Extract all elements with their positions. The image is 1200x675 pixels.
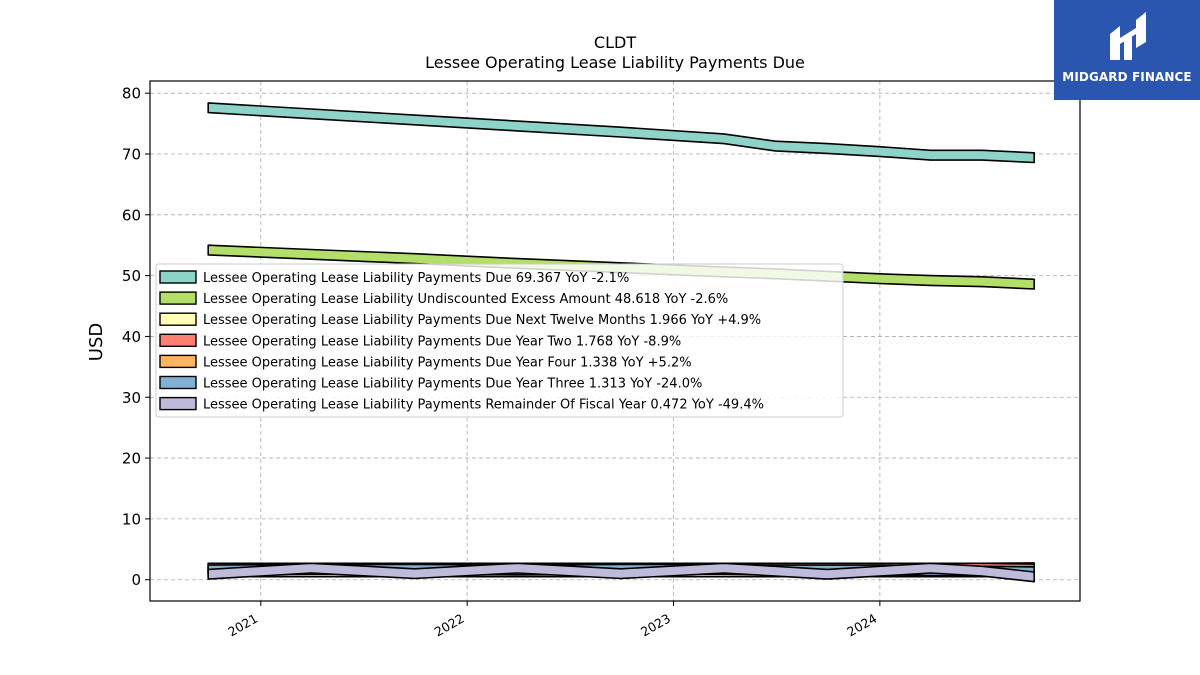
- chart-subtitle: Lessee Operating Lease Liability Payment…: [425, 53, 805, 72]
- logo-mark-icon: [1110, 12, 1146, 60]
- brand-logo: MIDGARD FINANCE: [1054, 0, 1200, 100]
- y-tick-label: 80: [122, 85, 141, 103]
- legend-swatch: [159, 291, 197, 305]
- legend-label: Lessee Operating Lease Liability Payment…: [203, 334, 681, 349]
- plot-frame: [149, 80, 1081, 602]
- y-tick-label: 10: [122, 510, 141, 528]
- legend-swatch: [159, 312, 197, 326]
- legend-label: Lessee Operating Lease Liability Payment…: [203, 398, 764, 413]
- brand-name: MIDGARD FINANCE: [1062, 70, 1192, 84]
- x-tick-label: 2023: [638, 611, 673, 640]
- x-tick-label: 2021: [225, 611, 260, 640]
- x-tick-label: 2024: [844, 611, 879, 640]
- y-axis: 0 10 20 30 40 50 60 70 80: [122, 85, 150, 589]
- legend-swatch: [159, 375, 197, 390]
- legend-swatch: [159, 333, 197, 347]
- legend-label: Lessee Operating Lease Liability Payment…: [203, 313, 761, 328]
- y-tick-label: 40: [122, 328, 141, 346]
- x-axis: 2021 2022 2023 2024: [225, 601, 881, 640]
- y-tick-label: 60: [122, 206, 141, 224]
- series-band-1: [207, 102, 1035, 164]
- legend-label: Lessee Operating Lease Liability Payment…: [203, 355, 692, 370]
- series-band-7: [207, 562, 1035, 583]
- y-tick-label: 70: [122, 145, 141, 163]
- legend-swatch: [159, 270, 197, 284]
- y-tick-label: 30: [122, 389, 141, 407]
- y-tick-label: 0: [131, 571, 141, 589]
- legend-label: Lessee Operating Lease Liability Payment…: [203, 377, 702, 392]
- x-tick-label: 2022: [432, 611, 467, 640]
- y-axis-label: USD: [86, 323, 107, 361]
- legend: Lessee Operating Lease Liability Payment…: [155, 263, 844, 418]
- legend-label: Lessee Operating Lease Liability Payment…: [203, 271, 629, 286]
- y-tick-label: 20: [122, 450, 141, 468]
- y-tick-label: 50: [122, 267, 141, 285]
- legend-swatch: [159, 396, 197, 411]
- chart-title: CLDT: [594, 33, 636, 52]
- legend-swatch: [159, 354, 197, 369]
- legend-box: [155, 263, 844, 418]
- legend-label: Lessee Operating Lease Liability Undisco…: [203, 292, 728, 307]
